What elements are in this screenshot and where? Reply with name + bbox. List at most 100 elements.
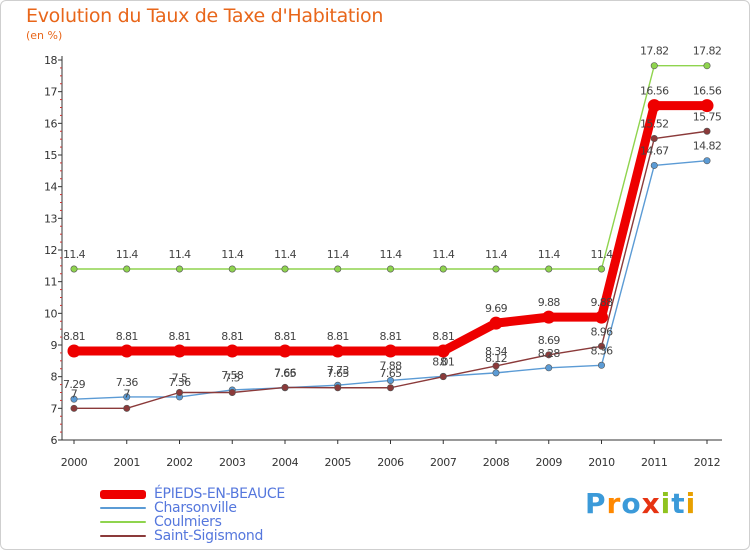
data-point — [173, 344, 186, 358]
logo-letter: P — [585, 487, 607, 520]
data-point — [334, 265, 342, 273]
data-label: 7.65 — [327, 367, 350, 380]
y-tick-label: 17 — [44, 86, 57, 99]
logo-letter: t — [671, 487, 686, 520]
data-point — [228, 388, 236, 396]
y-tick-label: 12 — [44, 244, 57, 257]
data-label: 8.28 — [538, 347, 561, 360]
data-label: 7.5 — [224, 372, 240, 385]
y-tick-label: 6 — [51, 434, 58, 447]
data-point — [70, 395, 78, 403]
data-point — [700, 99, 714, 113]
data-point — [597, 342, 605, 350]
data-label: 8.69 — [538, 334, 561, 347]
data-point — [334, 384, 342, 392]
logo-letter: x — [641, 487, 661, 520]
data-point — [492, 265, 500, 273]
data-point — [123, 265, 131, 273]
y-tick-label: 10 — [44, 307, 57, 320]
x-tick-label: 2004 — [272, 456, 299, 469]
data-point — [386, 376, 394, 384]
data-point — [386, 265, 394, 273]
legend-swatch — [100, 489, 146, 499]
data-point — [225, 344, 239, 358]
data-label: 8.36 — [590, 344, 613, 357]
data-label: 11.4 — [485, 248, 508, 261]
x-tick-label: 2012 — [694, 456, 720, 469]
data-label: 8.81 — [63, 330, 85, 343]
x-tick-label: 2000 — [61, 456, 88, 469]
x-tick-label: 2009 — [536, 456, 563, 469]
data-point — [545, 265, 553, 273]
data-label: 8 — [440, 356, 447, 369]
x-tick-label: 2007 — [430, 456, 457, 469]
logo-letter: i — [685, 487, 697, 520]
chart-title: Evolution du Taux de Taxe d'Habitation — [26, 5, 384, 27]
data-label: 8.81 — [168, 330, 190, 343]
x-tick-label: 2003 — [219, 456, 246, 469]
data-label: 7.88 — [379, 359, 402, 372]
data-point — [176, 388, 184, 396]
data-point — [70, 404, 78, 412]
data-label: 8.12 — [485, 352, 507, 365]
data-point — [597, 361, 605, 369]
data-point — [545, 351, 553, 359]
data-label: 16.56 — [693, 85, 722, 98]
data-point — [650, 135, 658, 143]
data-point — [597, 265, 605, 273]
y-tick-label: 9 — [51, 339, 58, 352]
data-point — [384, 344, 397, 358]
data-label: 15.52 — [640, 118, 669, 131]
data-label: 8.01 — [432, 355, 454, 368]
legend-label: Charsonville — [154, 500, 237, 516]
x-tick-label: 2010 — [588, 456, 615, 469]
data-label: 8.81 — [221, 330, 243, 343]
data-point — [542, 310, 556, 324]
logo-letter: i — [660, 487, 672, 520]
data-label: 7 — [124, 387, 131, 400]
data-label: 7 — [71, 387, 78, 400]
data-point — [647, 99, 661, 113]
y-tick-label: 18 — [44, 54, 57, 67]
data-label: 17.82 — [693, 45, 722, 58]
data-point — [489, 316, 503, 330]
data-label: 11.4 — [432, 248, 455, 261]
data-label: 14.67 — [640, 144, 669, 157]
series-line-2 — [73, 64, 708, 270]
data-label: 17.82 — [640, 45, 669, 58]
data-label: 7.58 — [221, 369, 244, 382]
data-point — [703, 127, 711, 135]
legend-swatch — [100, 507, 146, 509]
data-label: 7.73 — [327, 364, 350, 377]
data-point — [492, 362, 500, 370]
logo-letter: o — [621, 487, 642, 520]
data-label: 8.81 — [327, 330, 349, 343]
data-label: 7.36 — [168, 376, 191, 389]
data-point — [228, 265, 236, 273]
x-tick-label: 2002 — [166, 456, 192, 469]
data-label: 7.65 — [379, 367, 402, 380]
data-point — [436, 344, 450, 358]
data-label: 11.4 — [221, 248, 244, 261]
legend-label: Saint-Sigismond — [154, 528, 264, 544]
data-label: 9.88 — [538, 296, 561, 309]
proxiti-logo: Proxiti — [585, 487, 696, 520]
data-point — [492, 369, 500, 377]
data-label: 14.82 — [693, 140, 722, 153]
logo-letter: r — [606, 487, 622, 520]
data-label: 11.4 — [63, 248, 86, 261]
data-point — [703, 157, 711, 165]
data-point — [281, 383, 289, 391]
x-tick-label: 2001 — [114, 456, 140, 469]
legend-swatch — [100, 535, 146, 537]
y-tick-label: 14 — [44, 181, 57, 194]
legend-swatch — [100, 521, 146, 523]
x-tick-label: 2011 — [641, 456, 667, 469]
data-point — [703, 62, 711, 70]
data-label: 8.81 — [116, 330, 138, 343]
data-point — [439, 265, 447, 273]
y-tick-label: 15 — [44, 149, 57, 162]
data-point — [439, 373, 447, 381]
y-tick-label: 7 — [51, 402, 58, 415]
x-tick-label: 2005 — [325, 456, 352, 469]
